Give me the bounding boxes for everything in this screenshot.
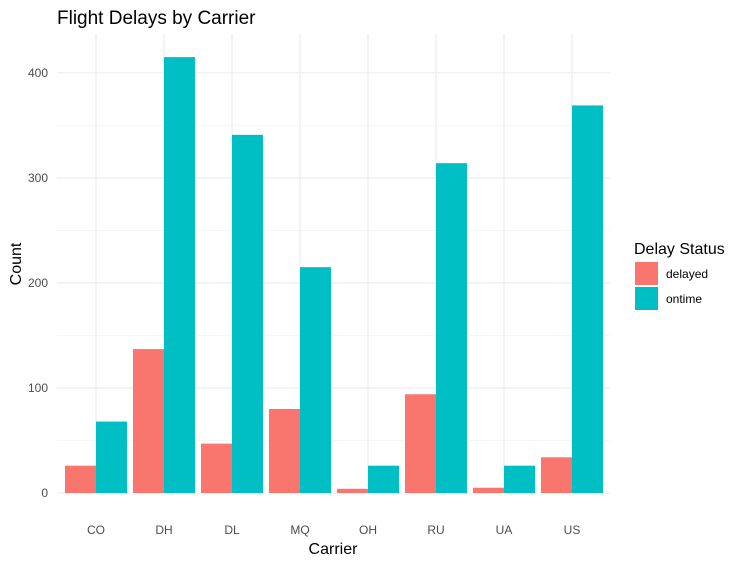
y-tick-label: 300 bbox=[28, 171, 48, 185]
bar-delayed-ru bbox=[405, 394, 436, 493]
x-axis-title: Carrier bbox=[309, 541, 359, 558]
bars bbox=[65, 57, 603, 494]
bar-ontime-mq bbox=[300, 267, 331, 493]
bar-delayed-us bbox=[541, 457, 572, 493]
bar-ontime-ua bbox=[504, 465, 535, 493]
y-tick-label: 400 bbox=[28, 66, 48, 80]
x-tick-label: MQ bbox=[290, 523, 309, 537]
y-tick-label: 200 bbox=[28, 276, 48, 290]
legend-key-delayed bbox=[635, 262, 658, 285]
legend-label-delayed: delayed bbox=[666, 267, 708, 281]
x-tick-label: DL bbox=[224, 523, 240, 537]
legend-items: delayed ontime bbox=[635, 262, 708, 310]
bar-ontime-us bbox=[572, 105, 603, 493]
bar-ontime-dh bbox=[164, 57, 195, 494]
y-axis-ticks: 0 100 200 300 400 bbox=[28, 66, 48, 500]
bar-delayed-co bbox=[65, 465, 96, 493]
bar-ontime-oh bbox=[368, 465, 399, 493]
y-axis-title: Count bbox=[8, 242, 25, 285]
x-tick-label: US bbox=[564, 523, 581, 537]
bar-delayed-dh bbox=[133, 349, 164, 493]
bar-delayed-mq bbox=[269, 408, 300, 493]
y-tick-label: 100 bbox=[28, 381, 48, 395]
x-tick-label: RU bbox=[427, 523, 444, 537]
legend-label-ontime: ontime bbox=[666, 292, 702, 306]
legend-key-ontime bbox=[635, 287, 658, 310]
x-axis-ticks: CO DH DL MQ OH RU UA US bbox=[87, 523, 580, 537]
bar-delayed-ua bbox=[473, 487, 504, 493]
y-tick-label: 0 bbox=[41, 486, 48, 500]
bar-ontime-dl bbox=[232, 134, 263, 493]
x-tick-label: UA bbox=[496, 523, 513, 537]
legend: Delay Status delayed ontime bbox=[634, 241, 725, 310]
bar-ontime-co bbox=[96, 421, 127, 493]
x-tick-label: CO bbox=[87, 523, 105, 537]
chart-title: Flight Delays by Carrier bbox=[57, 8, 256, 29]
x-tick-label: DH bbox=[155, 523, 172, 537]
legend-title: Delay Status bbox=[634, 241, 725, 258]
x-tick-label: OH bbox=[359, 523, 377, 537]
bar-ontime-ru bbox=[436, 163, 467, 494]
bar-delayed-oh bbox=[337, 488, 368, 493]
bar-delayed-dl bbox=[201, 443, 232, 493]
